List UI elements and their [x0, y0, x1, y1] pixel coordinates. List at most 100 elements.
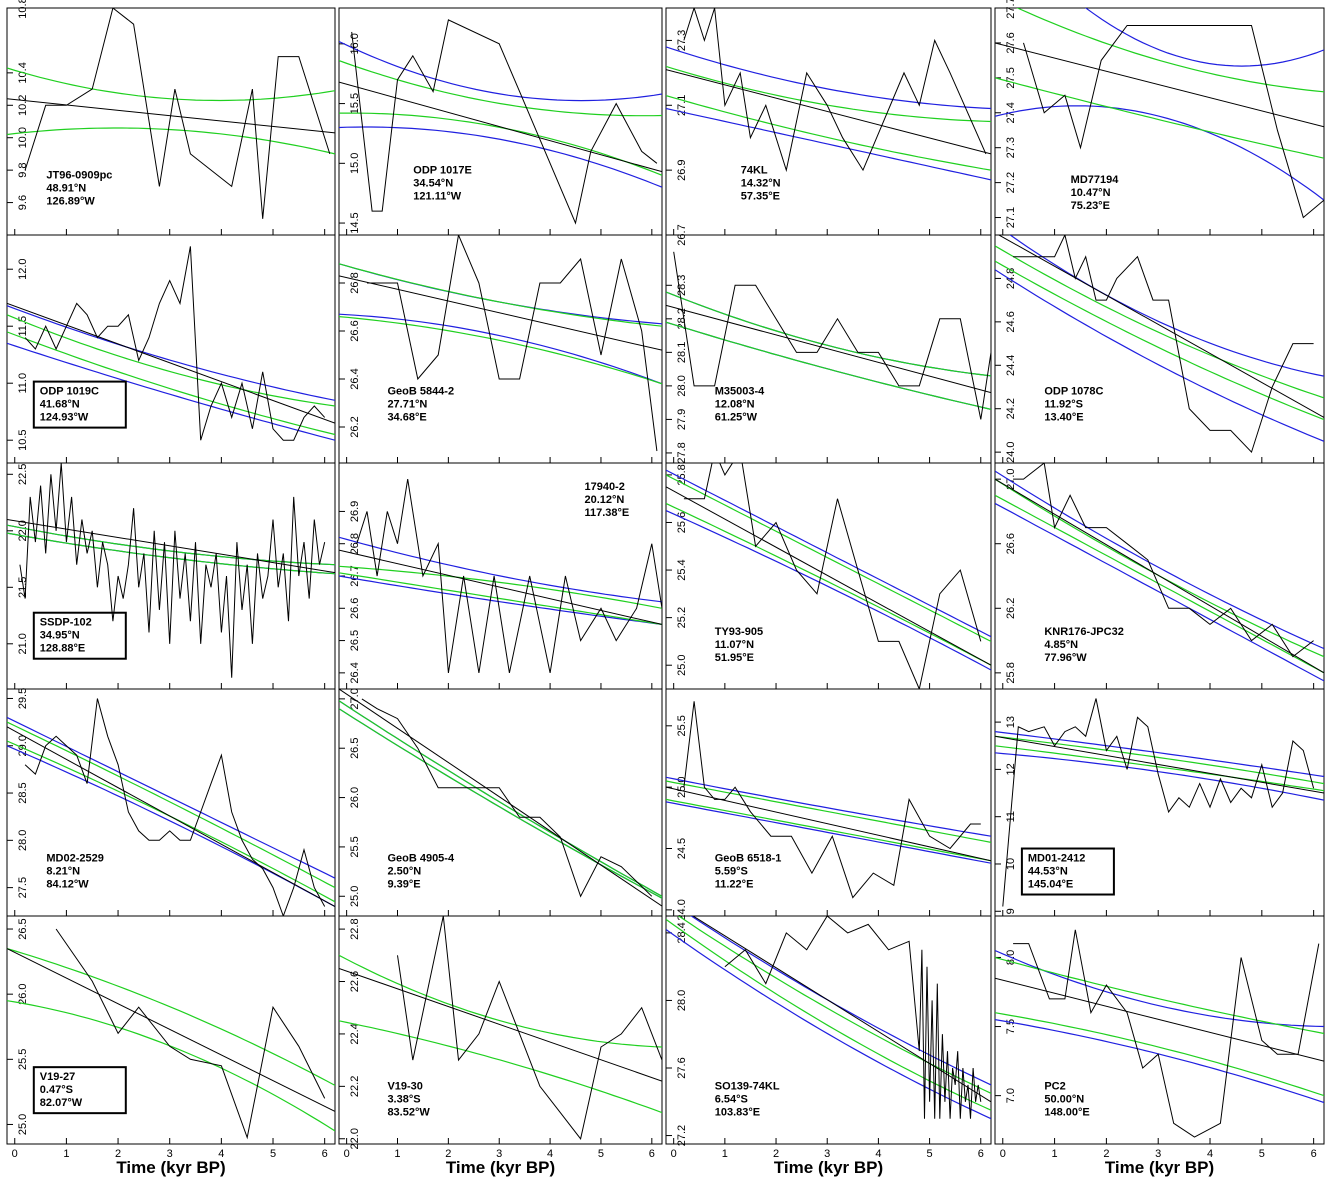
trend-line: [7, 726, 335, 907]
site-label-line: 8.21°N: [46, 866, 80, 878]
ci-blue-lower: [995, 502, 1324, 682]
ci-green-upper: [339, 60, 662, 117]
site-label-line: SSDP-102: [40, 617, 92, 629]
x-tick-label: 1: [1052, 1148, 1058, 1160]
y-tick-label: 25.0: [17, 1114, 29, 1135]
x-axis-labels: Time (kyr BP) Time (kyr BP) Time (kyr BP) T…: [116, 1158, 1214, 1177]
y-tick-label: 22.5: [17, 464, 29, 485]
site-label-line: 13.40°E: [1044, 412, 1083, 424]
ci-green-upper: [666, 474, 991, 642]
data-series-line: [397, 916, 662, 1140]
data-series-line: [24, 246, 326, 441]
plot-area: [995, 929, 1324, 1138]
panel-10: 26.426.526.626.726.826.917940-220.12°N11…: [338, 462, 663, 690]
site-label-line: 34.68°E: [387, 412, 426, 424]
trend-line: [997, 235, 1324, 418]
y-tick-label: 22.0: [349, 1128, 361, 1149]
site-label-line: GeoB 5844-2: [387, 386, 454, 398]
site-label-line: 9.39°E: [387, 879, 420, 891]
site-label-line: 51.95°E: [715, 652, 754, 664]
x-tick-label: 2: [773, 1148, 779, 1160]
y-tick-label: 24.2: [1005, 398, 1017, 419]
y-tick-label: 26.9: [676, 159, 688, 180]
y-tick-label: 22.8: [349, 918, 361, 939]
y-tick-label: 26.6: [1005, 533, 1017, 554]
site-label-line: 41.68°N: [40, 399, 80, 411]
ci-green-lower: [339, 572, 662, 625]
site-label: GeoB 4905-42.50°N9.39°E: [387, 853, 455, 891]
plot-area: [7, 463, 335, 678]
plot-area: [995, 235, 1324, 454]
site-label-line: 61.25°W: [715, 412, 758, 424]
ci-green-upper: [995, 956, 1324, 1035]
x-tick-label: 0: [671, 1148, 677, 1160]
data-series-line: [1023, 25, 1324, 219]
ci-green-lower: [339, 112, 662, 176]
site-label-line: GeoB 4905-4: [387, 853, 455, 865]
trend-line: [666, 69, 991, 155]
ci-green-lower: [995, 745, 1324, 792]
y-tick-label: 26.5: [349, 630, 361, 651]
panel-frame: [6, 915, 336, 1145]
site-label-line: M35003-4: [715, 386, 765, 398]
panel-8: 24.0 24.2 24.4 24.6 24.8 ODP 1078C11.92°S13.4…: [994, 234, 1325, 464]
panel-17: 25.0 25.5 26.0 26.5 0 1 2 3 4 5 6 V19-270.47°S82.07…: [6, 915, 336, 1160]
site-label-line: 75.23°E: [1071, 200, 1110, 212]
ci-green-upper: [666, 65, 991, 123]
plot-area: [995, 463, 1324, 682]
panel-1: 9.69.810.010.210.410.8JT96-0909pc48.91°N…: [6, 0, 336, 236]
ci-green-lower: [995, 494, 1324, 674]
ci-green-upper: [7, 948, 335, 1086]
y-tick-label: 27.0: [1005, 468, 1017, 489]
x-tick-label: 6: [1311, 1148, 1317, 1160]
x-tick-label: 4: [875, 1148, 881, 1160]
plot-area: [339, 479, 662, 674]
panel-15: 24.0 24.5 25.0 25.5 GeoB 6518-15.59°S11.22°E: [665, 688, 992, 921]
ci-blue-upper: [1009, 235, 1324, 377]
y-tick-label: 9.8: [17, 162, 29, 177]
x-tick-label: 0: [344, 1148, 350, 1160]
ci-green-lower: [666, 502, 991, 666]
y-tick-label: 27.3: [1005, 137, 1017, 158]
ci-green-lower: [666, 321, 991, 410]
plot-area: [339, 235, 662, 452]
trend-line: [339, 275, 662, 351]
site-label-line: 84.12°W: [46, 879, 89, 891]
ci-blue-lower: [666, 929, 991, 1120]
panel-14: 25.0 25.5 26.0 26.5 27.0 GeoB 4905-42.50°N9.3…: [338, 688, 663, 917]
site-label-box: [32, 1066, 127, 1115]
x-tick-label: 5: [927, 1148, 933, 1160]
ci-green-lower: [666, 95, 991, 171]
ci-blue-lower: [666, 801, 991, 864]
ci-blue-upper: [339, 40, 662, 102]
site-label-line: 3.38°S: [387, 1093, 420, 1105]
site-label-box: [32, 611, 127, 660]
site-label-line: 124.93°W: [40, 412, 89, 424]
ci-green-lower: [995, 77, 1324, 159]
x-tick-label: 2: [115, 1148, 121, 1160]
panel-frame: [665, 915, 992, 1145]
data-series-line: [367, 235, 658, 452]
y-tick-label: 11: [1005, 811, 1017, 822]
ci-green-lower: [7, 532, 335, 575]
plot-area: [666, 701, 991, 899]
data-series-line: [683, 463, 982, 689]
y-tick-label: 25.4: [676, 559, 688, 580]
panel-12: 25.8 26.2 26.6 27.0 KNR176-JPC324.85°N77.96°…: [994, 462, 1325, 690]
x-tick-label: 3: [1155, 1148, 1161, 1160]
y-tick-label: 26.2: [1005, 598, 1017, 619]
ci-blue-upper: [995, 470, 1324, 650]
y-tick-label: 27.6: [1005, 32, 1017, 53]
site-label-line: SO139-74KL: [715, 1080, 780, 1092]
x-tick-label: 6: [649, 1148, 655, 1160]
site-label-line: MD01-2412: [1028, 853, 1085, 865]
y-tick-label: 28.5: [17, 782, 29, 803]
site-label-line: KNR176-JPC32: [1044, 626, 1123, 638]
y-tick-label: 27.2: [676, 1125, 688, 1146]
